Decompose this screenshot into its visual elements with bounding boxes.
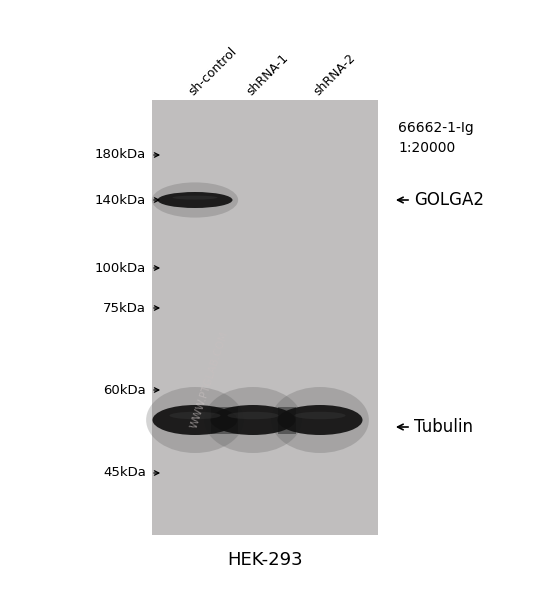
- Bar: [152, 100, 378, 535]
- Ellipse shape: [157, 192, 232, 208]
- Bar: [278, 407, 296, 433]
- Text: sh-control: sh-control: [186, 45, 239, 98]
- Text: GOLGA2: GOLGA2: [414, 191, 484, 209]
- Ellipse shape: [152, 405, 237, 435]
- Text: 180kDa: 180kDa: [95, 148, 146, 161]
- Ellipse shape: [172, 196, 217, 200]
- Text: Tubulin: Tubulin: [414, 418, 473, 436]
- Text: 60kDa: 60kDa: [103, 383, 146, 397]
- Ellipse shape: [152, 182, 238, 218]
- Text: 140kDa: 140kDa: [95, 193, 146, 206]
- Ellipse shape: [227, 412, 278, 419]
- Text: shRNA-1: shRNA-1: [244, 51, 291, 98]
- Ellipse shape: [278, 405, 362, 435]
- Text: WWW.PTGLAB.COM: WWW.PTGLAB.COM: [189, 330, 231, 430]
- Ellipse shape: [271, 387, 369, 453]
- Text: 1:20000: 1:20000: [398, 141, 455, 155]
- Ellipse shape: [211, 405, 296, 435]
- Text: 66662-1-Ig: 66662-1-Ig: [398, 121, 474, 135]
- Text: 45kDa: 45kDa: [103, 467, 146, 479]
- Text: 100kDa: 100kDa: [95, 262, 146, 275]
- Ellipse shape: [146, 387, 244, 453]
- Text: 75kDa: 75kDa: [103, 301, 146, 314]
- Bar: [211, 407, 237, 433]
- Text: HEK-293: HEK-293: [227, 551, 303, 569]
- Text: shRNA-2: shRNA-2: [311, 51, 358, 98]
- Ellipse shape: [204, 387, 302, 453]
- Ellipse shape: [170, 412, 221, 419]
- Ellipse shape: [295, 412, 346, 419]
